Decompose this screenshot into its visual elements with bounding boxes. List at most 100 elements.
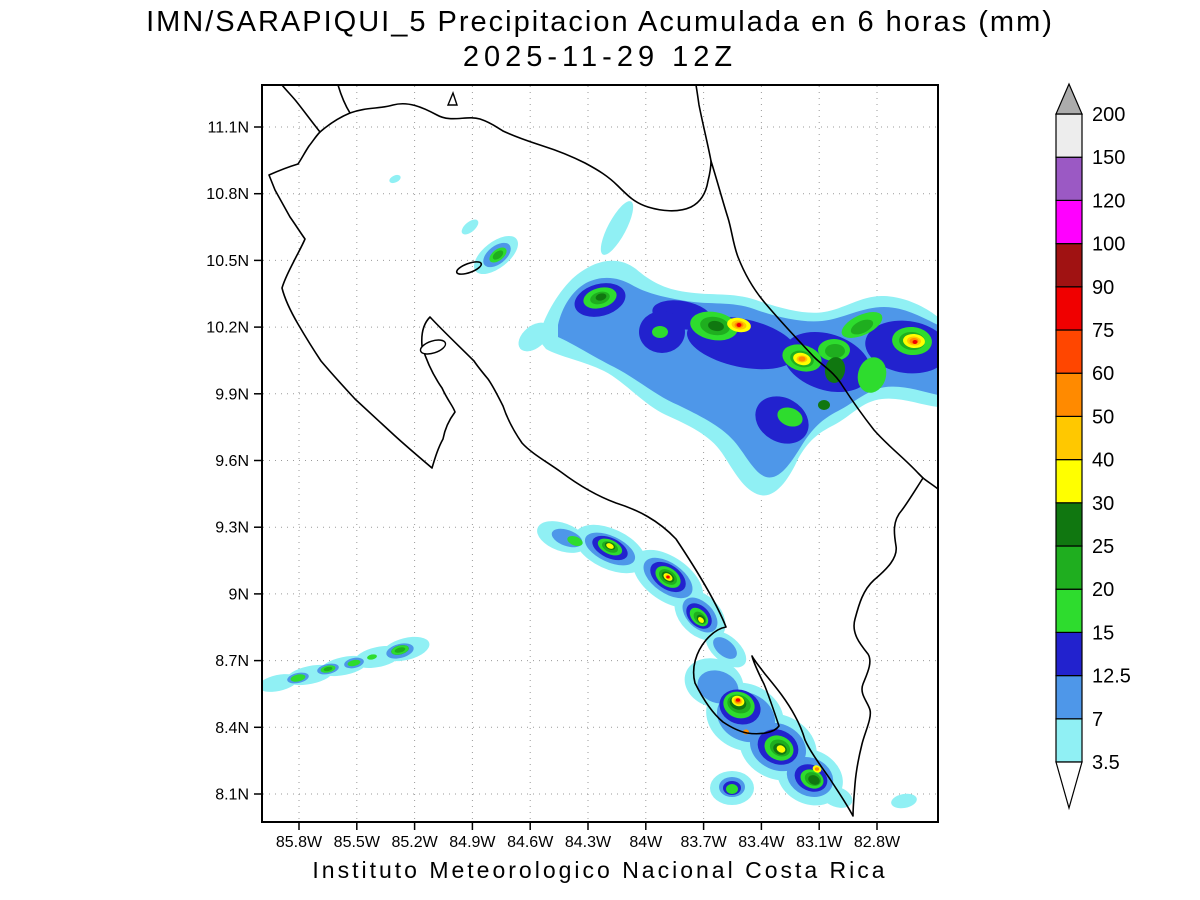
lon-tick-label: 84.6W [507, 834, 554, 851]
colorbar-band [1055, 502, 1083, 547]
colorbar-level-label: 90 [1092, 277, 1114, 299]
precip-shaded-contour [567, 535, 583, 547]
precip-shaded-contour [461, 219, 479, 235]
lat-tick-label: 8.1N [215, 787, 249, 804]
precip-shaded-contour [735, 698, 741, 702]
precip-shaded-contour [666, 575, 670, 579]
precip-shaded-contour [808, 775, 820, 785]
precip-shaded-contour [389, 174, 401, 184]
lon-tick-label: 85.5W [334, 834, 381, 851]
precip-shaded-contour [595, 293, 607, 301]
precip-shaded-contour [652, 326, 668, 338]
precip-shaded-contour [912, 340, 918, 344]
lat-tick-label: 10.8N [206, 186, 249, 203]
lat-tick-label: 10.2N [206, 320, 249, 337]
colorbar-band [1055, 372, 1083, 418]
colorbar-level-label: 12.5 [1092, 666, 1131, 688]
colorbar-level-label: 15 [1092, 622, 1114, 644]
colorbar-band [1055, 545, 1083, 590]
colorbar-level-label: 75 [1092, 320, 1114, 342]
colorbar-level-label: 3.5 [1092, 752, 1120, 774]
lon-tick-label: 83.4W [738, 834, 785, 851]
colorbar-band [1055, 243, 1083, 288]
precip-shaded-contour [776, 745, 786, 753]
lon-tick-label: 83.1W [796, 834, 843, 851]
precip-shaded-contour [824, 357, 846, 383]
precip-shaded-contour [818, 400, 830, 410]
lat-tick-label: 8.7N [215, 653, 249, 670]
colorbar-level-label: 50 [1092, 406, 1114, 428]
precip-shaded-contour [713, 637, 737, 659]
panama-caribbean-coast [922, 477, 938, 490]
plot-area [262, 85, 938, 817]
lon-tick-label: 85.8W [276, 834, 323, 851]
footer-attribution: Instituto Meteorologico Nacional Costa R… [312, 857, 888, 883]
colorbar-level-label: 150 [1092, 147, 1125, 169]
lake-nicaragua-shore [337, 85, 351, 114]
colorbar-band [1055, 459, 1083, 504]
precip-shaded-contour [518, 322, 550, 352]
lon-tick-label: 84.3W [565, 834, 612, 851]
precip-shaded-contour [777, 407, 803, 427]
colorbar-level-label: 7 [1092, 709, 1103, 731]
colorbar-level-label: 20 [1092, 579, 1114, 601]
colorbar-band [1055, 156, 1083, 201]
axis-layer: 85.8W 85.5W 85.2W 84.9W 84.6W 84.3W 84W 83.7W 83… [206, 120, 901, 852]
colorbar-level-label: 120 [1092, 190, 1125, 212]
precip-shaded-contour [600, 201, 634, 255]
precip-shaded-contour [492, 250, 504, 260]
precip-shaded-contour [850, 319, 874, 335]
lon-tick-label: 84W [629, 834, 663, 851]
colorbar-band [1055, 631, 1083, 677]
chart-title: IMN/SARAPIQUI_5 Precipitacion Acumulada … [146, 6, 1054, 38]
precip-shaded-contour [394, 647, 406, 653]
precip-band-southwest [262, 636, 430, 692]
precip-shaded-contour [367, 654, 377, 660]
colorbar-above-max-arrow [1055, 82, 1083, 115]
coastline-layer [268, 85, 938, 817]
lat-tick-label: 9.9N [215, 386, 249, 403]
precip-shaded-contour [814, 767, 820, 771]
map-frame [261, 84, 939, 823]
precip-shaded-contour [857, 357, 887, 393]
chart-valid-time: 2025-11-29 12Z [462, 41, 738, 73]
colorbar-band [1055, 415, 1083, 461]
colorbar-band [1055, 286, 1083, 331]
precip-shaded-contour [825, 344, 845, 358]
isla-chira [419, 339, 447, 355]
precip-band-central-pacific [537, 521, 747, 668]
colorbar-band [1055, 199, 1083, 245]
precip-shaded-contour [891, 793, 917, 809]
precip-band-north [518, 201, 938, 496]
colorbar-level-label: 100 [1092, 234, 1125, 256]
colorbar-band [1055, 113, 1083, 158]
colorbar-band [1055, 674, 1083, 720]
precip-cluster-osa [684, 658, 917, 809]
colorbar-level-label: 200 [1092, 104, 1125, 126]
lon-tick-label: 83.7W [680, 834, 727, 851]
lat-tick-label: 9.3N [215, 520, 249, 537]
colorbar: 3.5 7 12.5 15 20 25 30 40 50 60 75 90 100 120 150 200 [1055, 82, 1131, 811]
precip-shaded-contour [726, 784, 738, 794]
grid-layer [263, 86, 937, 821]
costa-rica-outline [268, 102, 924, 817]
precip-shaded-contour [347, 659, 361, 667]
lon-tick-label: 84.9W [449, 834, 496, 851]
colorbar-below-min-arrow [1055, 761, 1083, 811]
lat-tick-label: 8.4N [215, 720, 249, 737]
precip-shaded-contour [606, 543, 614, 549]
colorbar-band [1055, 718, 1083, 763]
lat-tick-label: 9.6N [215, 453, 249, 470]
precip-shaded-contour [290, 674, 306, 682]
lat-tick-label: 9N [229, 586, 249, 603]
precip-shaded-contour [798, 356, 806, 362]
precip-shaded-contour [708, 320, 724, 332]
colorbar-level-label: 25 [1092, 536, 1114, 558]
colorbar-band [1055, 329, 1083, 374]
solentiname-island [446, 91, 458, 106]
colorbar-level-label: 40 [1092, 450, 1114, 472]
nicaragua-caribbean-coast [695, 85, 712, 162]
lon-tick-label: 82.8W [854, 834, 901, 851]
